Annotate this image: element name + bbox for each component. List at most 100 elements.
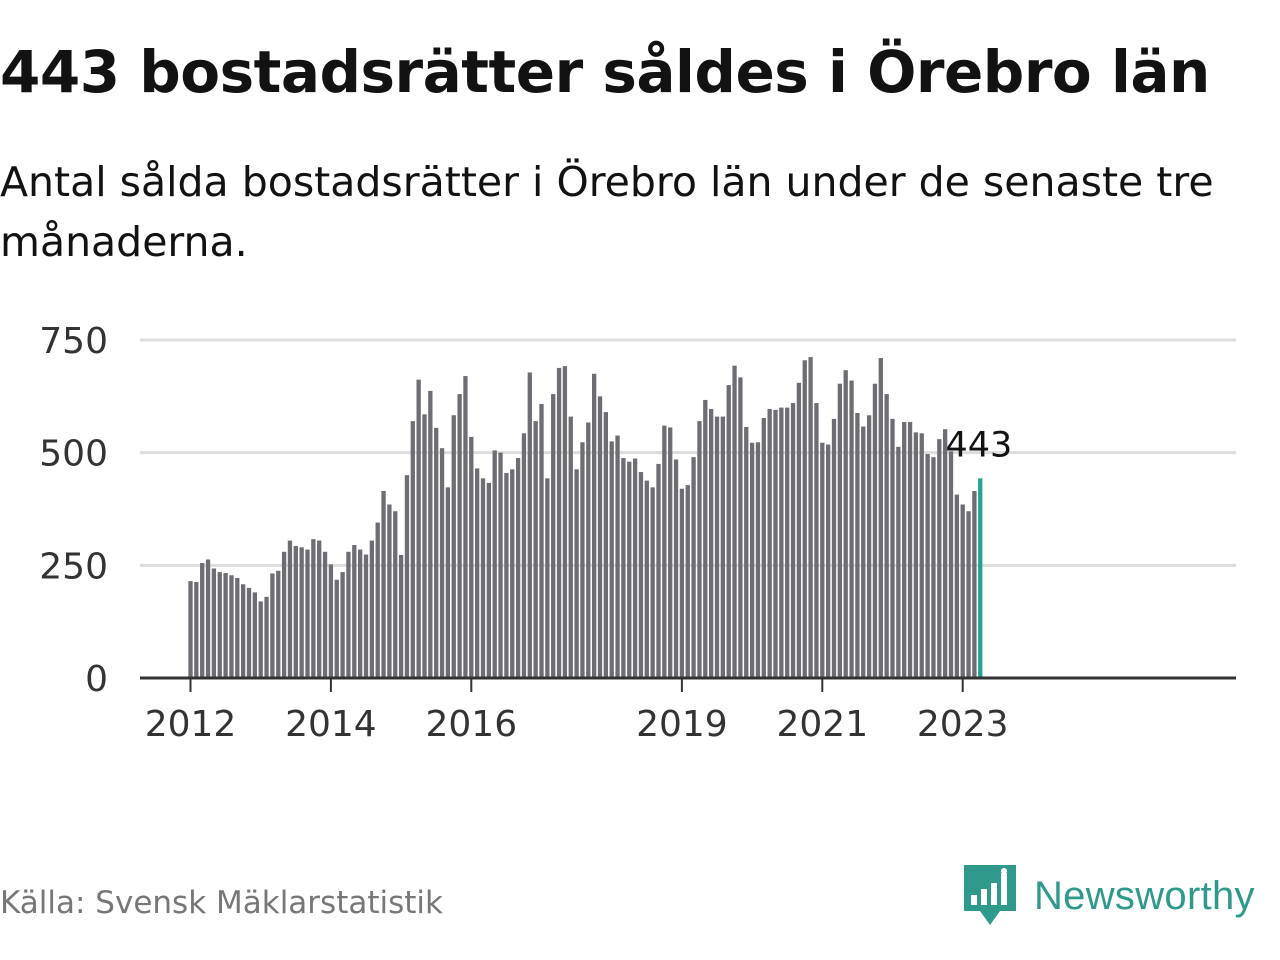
newsworthy-logo-icon <box>964 865 1016 925</box>
bar <box>211 568 217 678</box>
bar <box>779 407 784 678</box>
bar <box>966 511 971 678</box>
bar <box>656 463 661 678</box>
bar <box>597 396 603 678</box>
bar <box>241 584 246 678</box>
bar <box>217 572 222 678</box>
bar <box>919 433 924 678</box>
bar <box>872 383 878 678</box>
bar <box>814 403 819 678</box>
bar <box>293 545 298 678</box>
bar-chart: 0 250 500 750 2012 2014 2016 2019 2021 2023 443 <box>39 321 1236 745</box>
bar <box>761 417 766 678</box>
bar <box>545 478 550 678</box>
bar <box>515 458 521 678</box>
bar <box>843 370 848 678</box>
bar <box>896 446 901 678</box>
bar <box>586 422 591 678</box>
bar <box>621 458 626 678</box>
bar <box>562 366 568 678</box>
bar <box>902 422 907 678</box>
bar <box>744 426 749 678</box>
chart-subtitle: Antal sålda bostadsrätter i Örebro län u… <box>0 158 1214 266</box>
bar <box>398 554 404 678</box>
bar <box>527 372 532 678</box>
bar <box>954 494 959 678</box>
bar <box>393 511 398 678</box>
bar <box>574 469 579 678</box>
bar <box>679 488 685 678</box>
bar <box>808 357 813 678</box>
bar <box>340 572 345 678</box>
bar <box>767 408 772 678</box>
bar <box>311 539 316 678</box>
bar <box>363 554 369 678</box>
bar <box>416 379 421 678</box>
bar <box>205 559 211 678</box>
bar <box>317 540 322 678</box>
bar <box>802 360 807 678</box>
bar <box>252 592 257 678</box>
bar <box>650 487 655 678</box>
highlight-value-label: 443 <box>945 425 1012 465</box>
bar <box>287 540 293 678</box>
bar <box>352 545 357 678</box>
bar <box>328 564 334 678</box>
bar <box>592 373 597 678</box>
x-tick-label: 2021 <box>776 704 868 745</box>
bar <box>884 394 889 678</box>
bar <box>439 448 445 678</box>
bar <box>422 414 427 678</box>
bar <box>475 468 480 678</box>
bar <box>510 469 515 678</box>
bar <box>913 432 919 678</box>
bar <box>568 416 573 678</box>
chart-title: 443 bostadsrätter såldes i Örebro län <box>0 38 1210 106</box>
bar <box>796 382 802 678</box>
bar <box>229 575 234 678</box>
bar <box>703 399 708 678</box>
bar <box>457 394 462 678</box>
newsworthy-logo[interactable]: Newsworthy <box>964 864 1255 928</box>
bar <box>662 425 667 678</box>
bar <box>200 563 205 678</box>
newsworthy-logo-text: Newsworthy <box>1034 873 1255 918</box>
bar <box>451 415 456 678</box>
bar <box>720 416 725 678</box>
bar <box>615 435 620 678</box>
bar <box>556 367 562 678</box>
bar <box>480 478 486 678</box>
bar <box>943 429 948 678</box>
bar <box>404 475 410 678</box>
bar <box>270 573 275 678</box>
bar <box>486 482 491 678</box>
y-tick-label: 500 <box>39 434 108 475</box>
bar <box>521 433 527 678</box>
bar <box>709 408 714 678</box>
x-tick-label: 2016 <box>425 704 517 745</box>
bar <box>849 380 854 678</box>
bar <box>246 587 252 678</box>
bar <box>434 427 439 678</box>
y-tick-label: 250 <box>39 546 108 587</box>
bar <box>469 436 474 678</box>
bar <box>194 582 199 678</box>
x-tick-label: 2012 <box>145 704 237 745</box>
bar <box>960 504 965 678</box>
bar <box>826 444 831 678</box>
bar <box>188 581 193 678</box>
bar <box>685 485 690 678</box>
bar <box>948 451 954 678</box>
bar <box>223 572 228 678</box>
bar <box>533 421 538 678</box>
bar <box>346 551 351 678</box>
bar <box>463 376 468 678</box>
bar <box>820 442 825 678</box>
bar <box>580 442 585 678</box>
bar <box>644 480 649 678</box>
x-tick-label: 2023 <box>917 704 1009 745</box>
axes <box>140 676 1236 692</box>
bar <box>235 577 240 678</box>
bar <box>498 452 503 678</box>
bar <box>866 415 872 678</box>
